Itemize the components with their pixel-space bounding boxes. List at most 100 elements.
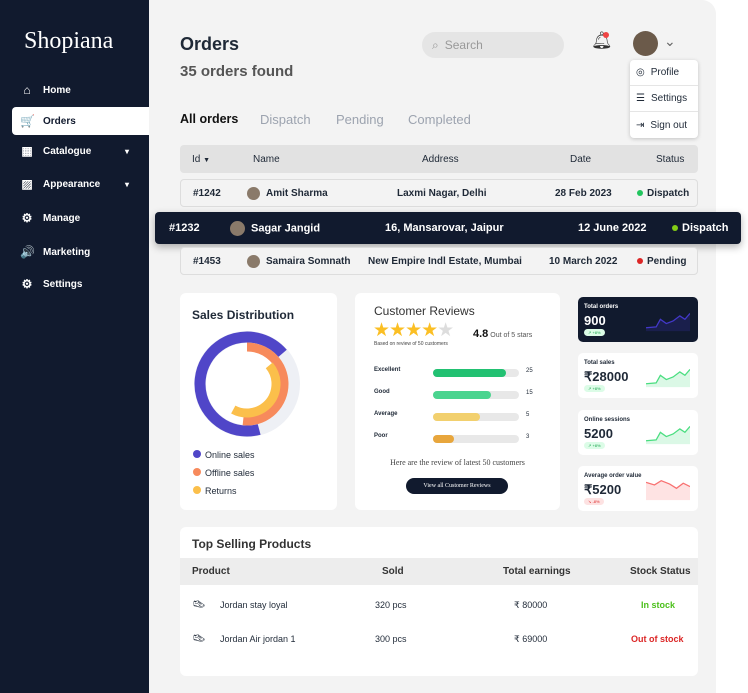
review-count: 15 <box>526 390 533 396</box>
stat-value: 5200 <box>584 426 613 441</box>
stock-status: Out of stock <box>631 634 684 644</box>
label: Id <box>192 153 201 165</box>
sidebar-item-orders[interactable]: 🛒 Orders <box>12 107 149 135</box>
col-status: Status <box>656 153 685 165</box>
label: Home <box>43 84 71 96</box>
stock-status: In stock <box>641 600 676 610</box>
sidebar-item-catalogue[interactable]: ▦ Catalogue ▾ <box>12 137 149 165</box>
search-input[interactable]: ⌕ Search <box>422 32 564 58</box>
product-row[interactable]: 👟︎ Jordan stay loyal 320 pcs ₹ 80000 In … <box>180 595 698 617</box>
menu-item-sign-out[interactable]: ⇥ Sign out <box>630 112 698 138</box>
review-bar-fill <box>433 413 481 421</box>
col-product: Product <box>192 566 230 577</box>
table-row[interactable]: #1242 Amit Sharma Laxmi Nagar, Delhi 28 … <box>180 179 698 207</box>
label: Manage <box>43 212 81 224</box>
menu-item-settings[interactable]: ☰ Settings <box>630 86 698 112</box>
sidebar-item-appearance[interactable]: ▨ Appearance ▾ <box>12 170 149 198</box>
product-name: Jordan Air jordan 1 <box>220 634 296 644</box>
stat-value: 900 <box>584 313 606 328</box>
date: 10 March 2022 <box>549 255 618 267</box>
sold: 300 pcs <box>375 634 407 644</box>
stat-title: Total orders <box>584 304 619 310</box>
avatar <box>247 186 260 200</box>
top-selling-products-card: Top Selling Products Product Sold Total … <box>180 527 698 676</box>
review-bar-fill <box>433 435 454 443</box>
shoe-icon: 👟︎ <box>192 599 206 611</box>
label: Settings <box>43 278 83 290</box>
card-title: Top Selling Products <box>192 537 312 551</box>
rating-value: 4.8 <box>473 328 489 340</box>
stat-value: ₹28000 <box>584 369 629 384</box>
label: Catalogue <box>43 145 92 157</box>
sidebar: Shopiana ⌂ Home 🛒 Orders ▦ Catalogue ▾ ▨ Appe… <box>0 0 149 693</box>
speaker-icon: 🔊 <box>20 245 35 259</box>
legend-item: Offline sales <box>193 464 255 482</box>
col-stock-status: Stock Status <box>630 566 691 577</box>
chevron-down-icon[interactable]: ⌄ <box>664 33 676 49</box>
online-sales-arc <box>194 331 300 437</box>
address: 16, Mansarovar, Jaipur <box>385 222 504 234</box>
status-dot <box>672 225 678 231</box>
review-label: Average <box>374 411 398 417</box>
stat-card: Average order value ₹5200 ↘ -8% <box>578 466 698 511</box>
legend-item: Returns <box>193 482 255 500</box>
table-row-highlighted[interactable]: #1232 Sagar Jangid 16, Mansarovar, Jaipu… <box>155 212 741 244</box>
sidebar-item-home[interactable]: ⌂ Home <box>12 76 149 104</box>
review-bar <box>433 369 519 377</box>
status-badge: Pending <box>647 255 687 267</box>
tab-completed[interactable]: Completed <box>408 112 471 127</box>
settings-icon: ⚙ <box>21 277 33 291</box>
status-dot <box>637 257 643 264</box>
tab-pending[interactable]: Pending <box>336 112 384 127</box>
sort-down-icon: ▼ <box>203 156 211 164</box>
customer-name: Samaira Somnath <box>266 255 351 267</box>
product-row[interactable]: 👟︎ Jordan Air jordan 1 300 pcs ₹ 69000 O… <box>180 629 698 651</box>
chevron-down-icon: ▾ <box>124 146 129 156</box>
table-row[interactable]: #1453 Samaira Somnath New Empire Indl Es… <box>180 247 698 275</box>
page-title: Orders <box>180 34 240 54</box>
sidebar-item-marketing[interactable]: 🔊 Marketing <box>12 238 149 266</box>
review-bar <box>433 435 519 443</box>
avatar[interactable] <box>633 31 658 56</box>
search-placeholder: Search <box>444 38 483 52</box>
review-label: Poor <box>374 433 388 439</box>
shoe-icon: 👟︎ <box>192 633 206 645</box>
status-dot <box>637 189 643 196</box>
tab-dispatch[interactable]: Dispatch <box>260 112 311 127</box>
review-label: Excellent <box>374 367 401 373</box>
review-count: 5 <box>526 412 530 418</box>
order-id: #1242 <box>193 187 221 199</box>
tab-all-orders[interactable]: All orders <box>180 112 239 126</box>
stat-trend-badge: ↗ +8% <box>584 442 605 449</box>
bell-icon[interactable]: 🔔︎ <box>591 31 613 50</box>
sidebar-item-manage[interactable]: ⚙ Manage <box>12 204 149 232</box>
menu-item-profile[interactable]: ◎ Profile <box>630 60 698 86</box>
products-table-header: Product Sold Total earnings Stock Status <box>180 558 698 585</box>
order-id: #1232 <box>169 222 200 234</box>
sales-donut-chart <box>194 331 300 437</box>
sidebar-item-settings[interactable]: ⚙ Settings <box>12 270 149 298</box>
label: Online sales <box>205 450 255 460</box>
product-name: Jordan stay loyal <box>220 600 288 610</box>
offline-sales-arc <box>205 342 289 426</box>
star-rating-icons: ★★★★★ <box>373 320 454 341</box>
col-id[interactable]: Id ▼ <box>192 154 210 165</box>
brand-logo: Shopiana <box>24 28 114 54</box>
returns-arc <box>213 350 281 418</box>
label: Sign out <box>650 119 688 131</box>
cart-icon: 🛒 <box>20 114 35 128</box>
col-name: Name <box>253 153 280 165</box>
label: Appearance <box>43 178 101 190</box>
customer-name: Sagar Jangid <box>251 221 321 234</box>
col-earnings: Total earnings <box>503 566 571 577</box>
address: Laxmi Nagar, Delhi <box>397 187 487 199</box>
review-count: 25 <box>526 368 533 374</box>
orders-count: 35 orders found <box>180 63 294 80</box>
review-count: 3 <box>526 434 530 440</box>
sales-legend: Online sales Offline sales Returns <box>193 446 255 500</box>
sales-distribution-card: Sales Distribution Online sales Offline … <box>180 293 337 510</box>
view-all-reviews-button[interactable]: View all Customer Reviews <box>406 478 508 494</box>
rating-suffix: Out of 5 stars <box>490 332 533 339</box>
sparkline-chart <box>646 479 690 501</box>
stat-value: ₹5200 <box>584 482 622 497</box>
